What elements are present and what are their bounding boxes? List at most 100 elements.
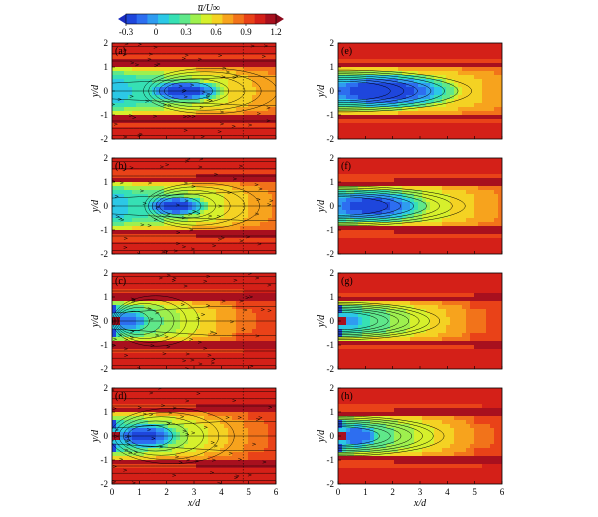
heatmap-cell <box>216 297 221 302</box>
heatmap-cell <box>156 135 161 139</box>
heatmap-cell <box>248 182 253 187</box>
heatmap-cell <box>378 111 383 116</box>
heatmap-cell <box>394 91 399 96</box>
heatmap-cell <box>346 55 351 60</box>
heatmap-cell <box>386 119 391 124</box>
heatmap-cell <box>232 309 237 314</box>
heatmap-cell <box>132 214 137 219</box>
heatmap-cell <box>422 87 427 92</box>
heatmap-cell <box>398 115 403 120</box>
heatmap-cell <box>244 365 249 369</box>
streamline-arrow <box>196 392 201 395</box>
heatmap-cell <box>208 47 213 52</box>
heatmap-cell <box>346 51 351 56</box>
heatmap-cell <box>188 424 193 429</box>
heatmap-cell <box>208 273 213 278</box>
heatmap-cell <box>402 55 407 60</box>
heatmap-cell <box>208 158 213 163</box>
streamline-arrow <box>203 279 208 283</box>
heatmap-cell <box>438 47 443 52</box>
heatmap-cell <box>124 480 129 484</box>
heatmap-cell <box>224 305 229 310</box>
heatmap-cell <box>128 67 133 72</box>
heatmap-cell <box>140 321 145 326</box>
heatmap-cell <box>232 460 237 465</box>
heatmap-cell <box>156 472 161 477</box>
heatmap-cell <box>244 408 249 413</box>
heatmap-cell <box>208 392 213 397</box>
heatmap-cell <box>176 79 181 84</box>
heatmap-cell <box>200 47 205 52</box>
heatmap-cell <box>136 412 141 417</box>
heatmap-cell <box>240 277 245 282</box>
heatmap-cell <box>248 277 253 282</box>
heatmap-cell <box>204 365 209 369</box>
heatmap-cell <box>124 341 129 346</box>
heatmap-cell <box>220 400 225 405</box>
heatmap-cell <box>204 448 209 453</box>
heatmap-cell <box>184 432 189 437</box>
heatmap-cell <box>410 43 415 48</box>
heatmap-cell <box>128 456 133 461</box>
heatmap-cell <box>188 111 193 116</box>
heatmap-cell <box>112 305 117 310</box>
heatmap-cell <box>208 281 213 286</box>
heatmap-cell <box>232 468 237 473</box>
heatmap-cell <box>164 218 169 223</box>
heatmap-cell <box>264 277 269 282</box>
heatmap-cell <box>220 250 225 254</box>
heatmap-cell <box>152 230 157 235</box>
heatmap-cell <box>232 281 237 286</box>
heatmap-cell <box>132 325 137 330</box>
heatmap-cell <box>188 285 193 290</box>
heatmap-cell <box>124 202 129 207</box>
heatmap-cell <box>196 162 201 167</box>
heatmap-cell <box>414 135 419 139</box>
heatmap-cell <box>144 436 149 441</box>
heatmap-cell <box>252 47 257 52</box>
heatmap-cell <box>184 448 189 453</box>
heatmap-cell <box>132 79 137 84</box>
heatmap-cell <box>216 317 221 322</box>
heatmap-cell <box>264 47 269 52</box>
heatmap-cell <box>216 468 221 473</box>
heatmap-cell <box>240 182 245 187</box>
heatmap-cell <box>224 230 229 235</box>
heatmap-cell <box>168 285 173 290</box>
streamline-arrow <box>129 94 134 98</box>
heatmap-cell <box>144 460 149 465</box>
heatmap-cell <box>434 131 439 136</box>
heatmap-cell <box>358 43 363 48</box>
streamline-arrow <box>128 114 134 117</box>
heatmap-cell <box>188 99 193 104</box>
heatmap-cell <box>208 194 213 199</box>
heatmap-cell <box>240 309 245 314</box>
heatmap-cell <box>176 325 181 330</box>
heatmap-cell <box>160 131 165 136</box>
heatmap-cell <box>172 107 177 112</box>
heatmap-cell <box>212 63 217 68</box>
streamline-arrow <box>156 62 161 66</box>
heatmap-cell <box>386 83 391 88</box>
streamline-arrow <box>163 103 168 107</box>
heatmap-cell <box>398 63 403 68</box>
heatmap-cell <box>236 123 241 128</box>
heatmap-cell <box>256 460 261 465</box>
heatmap-cell <box>366 87 371 92</box>
heatmap-cell <box>180 182 185 187</box>
heatmap-cell <box>176 47 181 52</box>
heatmap-cell <box>156 67 161 72</box>
heatmap-cell <box>148 103 153 108</box>
heatmap-cell <box>176 277 181 282</box>
heatmap-cell <box>260 444 265 449</box>
heatmap-cell <box>212 456 217 461</box>
heatmap-cell <box>220 246 225 251</box>
heatmap-cell <box>208 408 213 413</box>
heatmap-cell <box>184 428 189 433</box>
heatmap-cell <box>272 408 276 413</box>
heatmap-cell <box>244 238 249 243</box>
heatmap-cell <box>200 472 205 477</box>
heatmap-cell <box>426 43 431 48</box>
heatmap-cell <box>204 345 209 350</box>
heatmap-cell <box>204 47 209 52</box>
